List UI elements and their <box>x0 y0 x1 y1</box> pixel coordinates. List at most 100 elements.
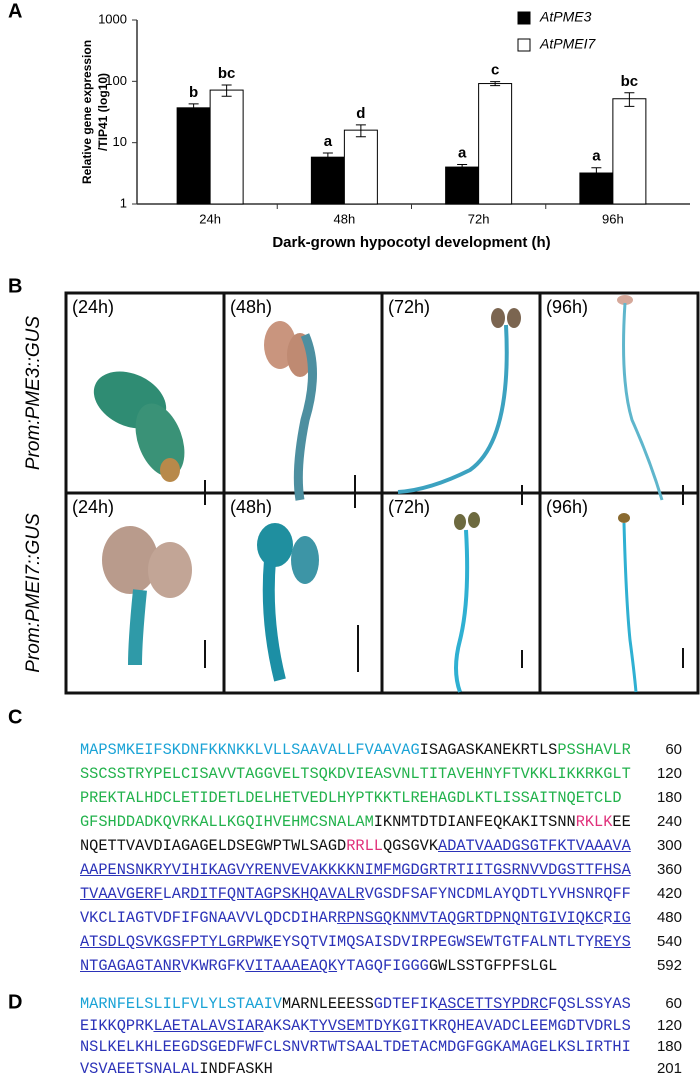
y-axis-label: /TIP41 (log10) <box>96 73 110 151</box>
bar <box>445 166 480 205</box>
residue-count: 360 <box>656 861 682 878</box>
error-bar <box>624 92 635 107</box>
sequence-segment: MARNFELSLILFVLYLSTAAIV <box>80 995 282 1013</box>
significance-letter: d <box>356 105 365 122</box>
sequence-segment: VGSDFSAFYNCDMLAYQDTLYVHSNRQFF <box>364 885 631 903</box>
sequence-segment: EYSQTVIMQSAISDVIRPEGWSEWTGTFALNTLTY <box>272 933 595 951</box>
significance-letter: b <box>189 84 198 101</box>
row-label: Prom:PMEI7::GUS <box>23 513 44 673</box>
time-label: (72h) <box>388 297 430 317</box>
sequence-line: VKCLIAGTVDFIFGNAAVVLQDCDIHARRPNSGQKNMVTA… <box>80 909 631 927</box>
x-tick-label: 48h <box>334 211 356 226</box>
sequence-segment: RRLL <box>346 837 383 855</box>
seedling <box>622 522 638 693</box>
error-bar <box>355 124 366 138</box>
seedling <box>148 542 192 598</box>
residue-count: 300 <box>656 837 682 854</box>
sequence-segment: SSCSSTRYPELCISAVVTAGGVELTSQKDVIEASVNLTIT… <box>80 765 631 783</box>
bar <box>176 107 211 205</box>
sequence-line: MAPSMKEIFSKDNFKKNKKLVLLSAAVALLFVAAVAGISA… <box>80 741 631 759</box>
seedling <box>468 512 480 528</box>
seedling <box>262 559 286 682</box>
panel-label: D <box>8 991 22 1013</box>
sequence-line: EIKKQPRKLAETALAVSIARAKSAKTYVSEMTDYKGITKR… <box>80 1017 631 1035</box>
sequence-segment: NQETTVAVDIAGAGELDSEGWPTWLSAGD <box>80 837 347 855</box>
sequence-segment: VKWRGFK <box>180 957 246 975</box>
bar <box>612 98 647 205</box>
significance-letter: bc <box>218 65 236 82</box>
residue-count: 120 <box>656 765 682 782</box>
y-tick-label: 100 <box>105 73 127 88</box>
y-axis-label: Relative gene expression <box>80 40 94 184</box>
sequence-segment: ASCETTSYPDRC <box>438 995 549 1013</box>
legend-swatch <box>517 38 531 52</box>
sequence-segment: AKSAK <box>263 1016 310 1035</box>
error-bar <box>188 103 199 114</box>
residue-count: 201 <box>656 1059 682 1077</box>
residue-count: 240 <box>656 813 682 830</box>
residue-count: 120 <box>656 1016 682 1034</box>
sequence-segment: VSVAEETSNALAL <box>80 1059 200 1078</box>
sequence-line: GFSHDDADKQVRKALLKGQIHVEHMCSNALAMIKNMTDTD… <box>80 813 631 831</box>
seedling <box>397 324 509 494</box>
sequence-segment: DITFQNTAGPSKHQAVALR <box>190 885 365 903</box>
seedling-images <box>93 295 664 693</box>
sequence-segment: GDTEFIK <box>373 995 439 1013</box>
bar <box>343 129 378 205</box>
time-label: (24h) <box>72 297 114 317</box>
residue-count: 592 <box>656 957 682 974</box>
sequence-segment: EE <box>612 813 631 831</box>
sequence-line: VSVAEETSNALALINDFASKH <box>80 1060 273 1078</box>
error-bar <box>490 81 501 87</box>
significance-letter: bc <box>621 73 639 90</box>
residue-count: 180 <box>656 789 682 806</box>
error-bar <box>591 167 602 181</box>
panel-label: A <box>8 0 22 22</box>
legend-label: AtPMEI7 <box>539 36 596 52</box>
seedling <box>622 302 664 501</box>
sequence-line: MARNFELSLILFVLYLSTAAIVMARNLEEESSGDTEFIKA… <box>80 995 631 1013</box>
sequence-segment: NTGAGAGTANR <box>80 957 181 975</box>
sequence-segment: PSSHAVLR <box>557 741 631 759</box>
seedling <box>128 589 147 666</box>
sequence-line: NQETTVAVDIAGAGELDSEGWPTWLSAGDRRLLQGSGVKA… <box>80 837 631 855</box>
sequence-line: AAPENSNKRYVIHIKAGVYRENVEVAKKKKNIMFMGDGRT… <box>80 861 631 879</box>
seedling <box>291 536 319 584</box>
time-label: (96h) <box>546 297 588 317</box>
sequence-segment: REYS <box>594 933 631 951</box>
error-bar <box>322 152 333 163</box>
sequence-segment: TVAAVGERF <box>80 885 163 903</box>
x-tick-label: 96h <box>602 211 624 226</box>
significance-letter: a <box>324 133 333 150</box>
y-tick-label: 1 <box>120 195 127 210</box>
residue-count: 420 <box>656 885 682 902</box>
significance-letter: a <box>592 148 601 165</box>
seedling <box>617 295 633 305</box>
sequence-segment: INDFASKH <box>199 1059 273 1078</box>
legend-swatch <box>517 11 531 25</box>
sequence-segment: MARNLEEESS <box>281 995 374 1013</box>
sequence-line: TVAAVGERFLARDITFQNTAGPSKHQAVALRVGSDFSAFY… <box>80 885 631 903</box>
sequence-segment: QGSGVK <box>382 837 439 855</box>
sequence-segment: ADATVAADGSGTFKTVAAAVA <box>438 837 631 855</box>
legend-label: AtPME3 <box>539 9 592 25</box>
residue-count: 60 <box>665 995 682 1012</box>
sequence-segment: GITKRQHEAVADCLEEMGDTVDRLS <box>401 1016 631 1035</box>
sequence-segment: MAPSMKEIFSKDNFKKNKKLVLLSAAVALLFVAAVAG <box>80 741 420 759</box>
residue-count: 540 <box>656 933 682 950</box>
x-axis-label: Dark-grown hypocotyl development (h) <box>272 234 550 251</box>
time-label: (96h) <box>546 497 588 517</box>
sequence-segment: YTAGQFIGGG <box>337 957 429 975</box>
panel-label: B <box>8 275 22 297</box>
bar <box>209 89 244 205</box>
seedling <box>135 403 185 477</box>
sequence-segment: NSLKELKHLEEGDSGEDFWFCLSNVRTWTSAALTDETACM… <box>80 1038 631 1056</box>
residue-count: 60 <box>665 741 682 758</box>
bar <box>310 156 345 205</box>
bar <box>478 83 513 205</box>
sequence-segment: TRTIITGSRNVVDGSTTFHSA <box>438 861 631 879</box>
sequence-segment: GWLSSTGFPFSLGL <box>428 957 558 975</box>
sequence-line: NTGAGAGTANRVKWRGFKVITAAAEAQKYTAGQFIGGGGW… <box>80 957 557 975</box>
seedling <box>454 514 466 530</box>
